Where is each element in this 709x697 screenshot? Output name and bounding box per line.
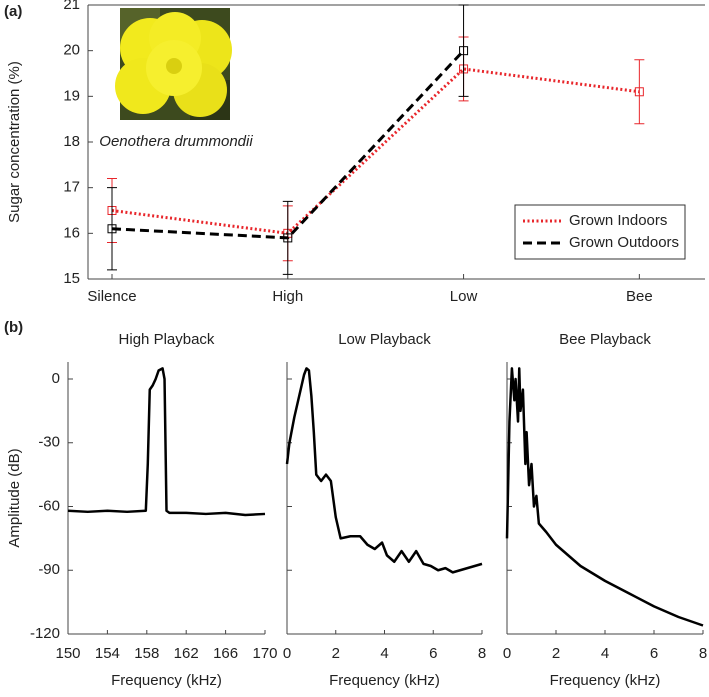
legend-box: [514, 204, 686, 260]
y-tick-label: 18: [63, 133, 80, 150]
y-tick-label: -60: [38, 497, 60, 514]
x-tick-label: 2: [552, 645, 560, 662]
panel-label: (b): [4, 319, 23, 336]
y-tick-label: 19: [63, 87, 80, 104]
chart-title: Low Playback: [338, 331, 431, 348]
y-axis-label: Amplitude (dB): [6, 448, 23, 547]
legend-label: Grown Indoors: [569, 212, 667, 229]
x-tick-label: Low: [450, 288, 478, 305]
x-tick-label: 162: [174, 645, 199, 662]
error-bar: [634, 59, 645, 125]
flower-image: [115, 8, 232, 120]
x-tick-label: 158: [134, 645, 159, 662]
x-tick-label: 0: [503, 645, 511, 662]
x-tick-label: High: [272, 288, 303, 305]
y-tick-label: 21: [63, 0, 80, 13]
y-tick-label: 16: [63, 224, 80, 241]
marker: [283, 233, 293, 243]
series-line: [285, 367, 483, 574]
y-tick-label: 0: [52, 370, 60, 387]
chart-title: High Playback: [119, 331, 215, 348]
x-tick-label: 4: [601, 645, 609, 662]
error-bar: [107, 187, 117, 271]
y-tick-label: -30: [38, 434, 60, 451]
y-tick-label: -90: [38, 561, 60, 578]
image-caption: Oenothera drummondii: [99, 133, 253, 150]
marker: [634, 87, 644, 97]
x-tick-label: Bee: [626, 288, 653, 305]
x-tick-label: 170: [252, 645, 277, 662]
y-tick-label: -120: [30, 625, 60, 642]
x-tick-label: 0: [283, 645, 291, 662]
x-tick-label: Silence: [87, 288, 136, 305]
error-bar: [282, 200, 293, 275]
chart-title: Bee Playback: [559, 331, 651, 348]
marker: [107, 224, 117, 234]
y-tick-label: 15: [63, 270, 80, 287]
series-line: [505, 367, 704, 627]
error-bar: [458, 4, 469, 97]
marker: [459, 46, 469, 56]
y-tick-label: 20: [63, 42, 80, 59]
x-tick-label: 8: [699, 645, 707, 662]
series-line: [67, 367, 266, 517]
x-tick-label: 4: [380, 645, 388, 662]
x-tick-label: 6: [650, 645, 658, 662]
x-axis-label: Frequency (kHz): [550, 672, 661, 689]
panel-label: (a): [4, 3, 22, 20]
x-tick-label: 154: [95, 645, 120, 662]
x-axis-label: Frequency (kHz): [111, 672, 222, 689]
y-tick-label: 17: [63, 179, 80, 196]
x-tick-label: 2: [332, 645, 340, 662]
x-tick-label: 150: [55, 645, 80, 662]
legend-label: Grown Outdoors: [569, 234, 679, 251]
series-line: [111, 67, 640, 235]
x-axis-label: Frequency (kHz): [329, 672, 440, 689]
y-axis-label: Sugar concentration (%): [6, 61, 23, 223]
x-tick-label: 6: [429, 645, 437, 662]
x-tick-label: 8: [478, 645, 486, 662]
x-tick-label: 166: [213, 645, 238, 662]
